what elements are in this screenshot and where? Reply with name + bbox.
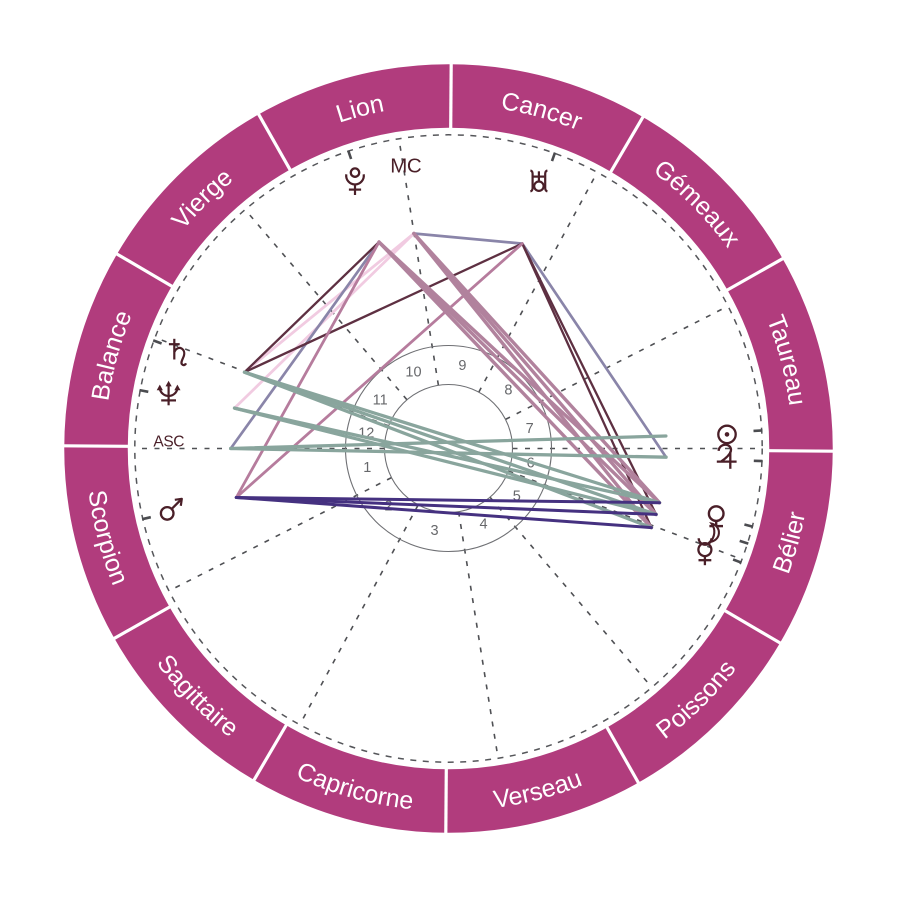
svg-text:9: 9: [458, 358, 466, 374]
svg-text:2: 2: [385, 499, 393, 515]
svg-text:11: 11: [373, 393, 388, 409]
svg-text:3: 3: [431, 523, 439, 539]
svg-text:8: 8: [504, 382, 512, 398]
svg-text:7: 7: [526, 421, 534, 437]
svg-text:MC: MC: [390, 154, 422, 177]
svg-text:ASC: ASC: [153, 434, 184, 451]
svg-text:4: 4: [479, 516, 487, 532]
svg-text:1: 1: [363, 460, 371, 476]
svg-text:10: 10: [405, 365, 421, 381]
